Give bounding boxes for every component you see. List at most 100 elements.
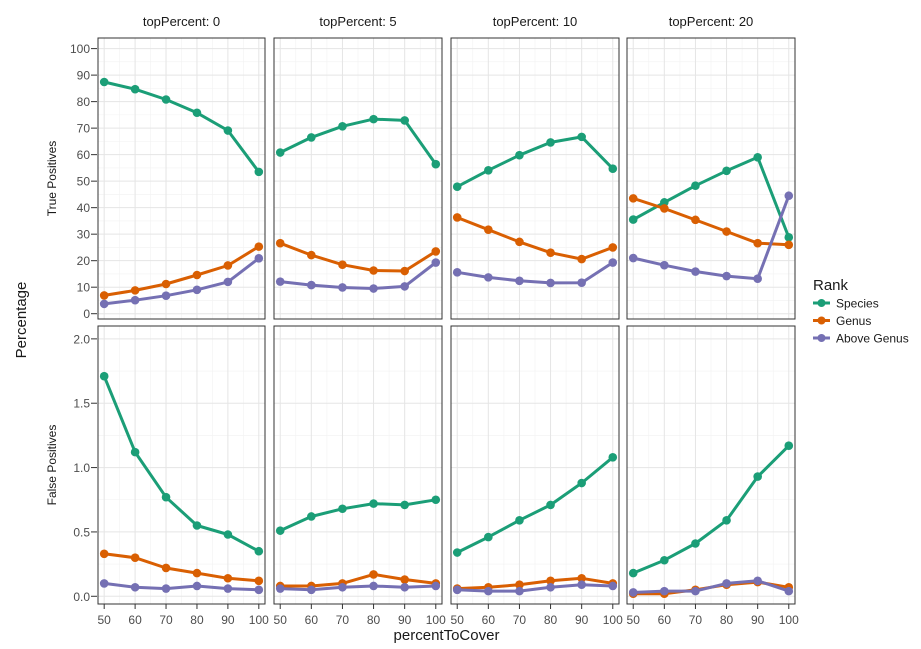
series-line-above-genus-true-positives-10 bbox=[455, 261, 615, 285]
series-line-genus-true-positives-20 bbox=[631, 196, 791, 247]
data-point-genus-true-positives-5-80 bbox=[369, 266, 378, 275]
data-point-genus-false-positives-0-70 bbox=[161, 563, 171, 573]
panel-border-true-positives-10 bbox=[450, 37, 620, 320]
series-line-genus-true-positives-5 bbox=[278, 241, 438, 273]
data-point-species-true-positives-0-60 bbox=[130, 84, 140, 94]
y-tick-label-false-positives-0.5: 0.5 bbox=[73, 525, 90, 539]
series-line-species-true-positives-0 bbox=[102, 80, 261, 174]
data-point-species-false-positives-10-90 bbox=[577, 478, 586, 488]
data-point-genus-true-positives-0-90 bbox=[223, 261, 233, 270]
y-tick-label-false-positives-1.5: 1.5 bbox=[73, 397, 90, 411]
data-point-species-false-positives-10-100 bbox=[608, 452, 618, 462]
data-point-above-genus-false-positives-0-90 bbox=[223, 584, 233, 593]
data-point-genus-true-positives-0-60 bbox=[130, 286, 140, 295]
data-point-species-false-positives-5-50 bbox=[275, 526, 285, 535]
y-tick-label-true-positives-90: 90 bbox=[77, 69, 91, 83]
series-line-genus-false-positives-5 bbox=[278, 572, 438, 588]
data-point-genus-false-positives-0-50 bbox=[99, 549, 109, 559]
legend-key-point-genus bbox=[817, 316, 826, 325]
series-line-above-genus-true-positives-20 bbox=[631, 194, 791, 281]
data-point-above-genus-false-positives-10-80 bbox=[546, 582, 555, 592]
data-point-genus-true-positives-10-50 bbox=[452, 213, 462, 222]
y-tick-label-false-positives-0.0: 0.0 bbox=[73, 590, 90, 604]
data-point-species-true-positives-20-50 bbox=[628, 215, 638, 224]
data-point-above-genus-true-positives-20-50 bbox=[628, 253, 638, 263]
x-tick-label-5-60: 60 bbox=[305, 613, 319, 627]
data-point-species-true-positives-5-70 bbox=[338, 121, 347, 131]
series-line-species-false-positives-0 bbox=[102, 374, 261, 553]
data-point-above-genus-true-positives-0-80 bbox=[192, 285, 202, 295]
series-line-above-genus-true-positives-5 bbox=[278, 261, 438, 290]
data-point-species-true-positives-20-90 bbox=[753, 152, 762, 162]
panel-border-true-positives-5 bbox=[273, 37, 443, 320]
data-point-species-false-positives-20-70 bbox=[691, 539, 700, 548]
series-line-above-genus-true-positives-0 bbox=[102, 256, 261, 306]
data-point-species-false-positives-10-70 bbox=[515, 516, 524, 525]
data-point-genus-true-positives-10-80 bbox=[546, 248, 555, 258]
data-point-above-genus-false-positives-10-50 bbox=[452, 585, 462, 595]
data-point-species-true-positives-20-80 bbox=[722, 166, 731, 176]
facet-label-0: topPercent: 0 bbox=[143, 14, 220, 29]
data-point-species-false-positives-0-50 bbox=[99, 371, 109, 381]
data-point-species-false-positives-0-100 bbox=[254, 546, 264, 556]
y-tick-label-true-positives-10: 10 bbox=[77, 281, 91, 295]
data-point-genus-true-positives-0-100 bbox=[254, 242, 264, 251]
data-point-genus-false-positives-10-70 bbox=[515, 580, 524, 589]
x-tick-label-10-60: 60 bbox=[482, 613, 496, 627]
data-point-genus-false-positives-0-90 bbox=[223, 573, 233, 583]
data-point-above-genus-true-positives-5-60 bbox=[307, 280, 316, 290]
data-point-genus-true-positives-5-90 bbox=[400, 266, 409, 276]
data-point-genus-false-positives-5-80 bbox=[369, 570, 378, 579]
data-point-above-genus-false-positives-10-90 bbox=[577, 580, 586, 589]
data-point-species-false-positives-10-50 bbox=[452, 548, 462, 557]
y-tick-label-true-positives-0: 0 bbox=[83, 307, 90, 321]
data-point-species-true-positives-10-90 bbox=[577, 132, 586, 142]
data-point-genus-true-positives-20-70 bbox=[691, 215, 700, 225]
panel-border-false-positives-10 bbox=[450, 325, 620, 605]
data-point-genus-true-positives-5-60 bbox=[307, 250, 316, 260]
data-point-above-genus-false-positives-0-70 bbox=[161, 584, 171, 593]
data-point-species-false-positives-0-90 bbox=[223, 530, 233, 539]
data-point-species-true-positives-10-60 bbox=[484, 165, 493, 175]
data-point-above-genus-false-positives-20-80 bbox=[722, 579, 731, 588]
data-point-species-false-positives-10-80 bbox=[546, 500, 555, 510]
data-point-genus-false-positives-0-60 bbox=[130, 553, 140, 562]
data-point-above-genus-true-positives-20-100 bbox=[784, 191, 794, 201]
series-line-species-true-positives-10 bbox=[455, 135, 615, 189]
data-point-above-genus-true-positives-10-50 bbox=[452, 268, 462, 277]
data-point-genus-true-positives-0-50 bbox=[99, 291, 109, 300]
data-point-species-true-positives-5-100 bbox=[431, 159, 441, 169]
data-point-species-false-positives-20-100 bbox=[784, 441, 794, 450]
x-tick-label-10-90: 90 bbox=[575, 613, 589, 627]
data-point-above-genus-false-positives-20-50 bbox=[628, 588, 638, 597]
data-point-genus-false-positives-0-100 bbox=[254, 576, 264, 586]
data-point-genus-true-positives-20-60 bbox=[660, 204, 669, 213]
data-point-above-genus-false-positives-20-70 bbox=[691, 586, 700, 596]
x-tick-label-20-90: 90 bbox=[751, 613, 765, 627]
x-tick-label-5-90: 90 bbox=[398, 613, 412, 627]
data-point-above-genus-false-positives-5-70 bbox=[338, 582, 347, 592]
data-point-above-genus-true-positives-20-80 bbox=[722, 271, 731, 281]
data-point-genus-false-positives-10-90 bbox=[577, 573, 586, 583]
data-point-above-genus-true-positives-10-100 bbox=[608, 258, 618, 267]
x-tick-label-20-70: 70 bbox=[689, 613, 703, 627]
facet-label-20: topPercent: 20 bbox=[669, 14, 754, 29]
data-point-above-genus-true-positives-0-50 bbox=[99, 299, 109, 309]
x-axis-title: percentToCover bbox=[394, 627, 500, 644]
y-tick-label-true-positives-50: 50 bbox=[77, 175, 91, 189]
data-point-species-false-positives-20-50 bbox=[628, 568, 638, 578]
x-tick-label-5-80: 80 bbox=[367, 613, 381, 627]
x-tick-label-10-70: 70 bbox=[513, 613, 527, 627]
data-point-genus-false-positives-0-80 bbox=[192, 568, 202, 578]
y-tick-label-true-positives-30: 30 bbox=[77, 228, 91, 242]
row-label-false-positives: False Positives bbox=[45, 425, 59, 506]
data-point-species-false-positives-5-100 bbox=[431, 495, 441, 505]
legend-label-species: Species bbox=[836, 297, 879, 311]
x-tick-label-0-100: 100 bbox=[249, 613, 269, 627]
y-tick-label-false-positives-2.0: 2.0 bbox=[73, 332, 90, 346]
x-tick-label-5-70: 70 bbox=[336, 613, 350, 627]
panel-border-false-positives-20 bbox=[626, 325, 796, 605]
x-tick-label-10-80: 80 bbox=[544, 613, 558, 627]
series-line-species-false-positives-20 bbox=[631, 444, 791, 575]
x-tick-label-0-50: 50 bbox=[98, 613, 112, 627]
